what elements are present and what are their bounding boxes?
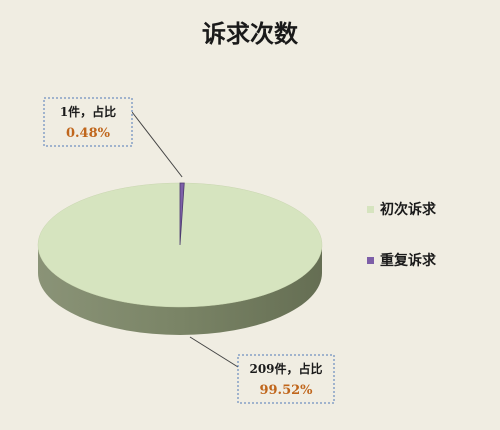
callout-count-repeat: 1件，占比 (60, 104, 116, 119)
legend: 初次诉求 重复诉求 (367, 201, 437, 269)
callout-box-first (237, 354, 335, 404)
callout-leader-repeat (131, 111, 183, 178)
slice-repeat-request[interactable] (179, 182, 185, 246)
callout-percent-repeat: 0.48% (66, 126, 111, 141)
legend-label-first: 初次诉求 (380, 201, 437, 218)
callout-box-repeat (43, 97, 133, 147)
chart-title: 诉求次数 (202, 19, 299, 48)
callout-percent-first: 99.52% (259, 383, 313, 398)
legend-swatch-first (367, 206, 374, 213)
callout-leader-first (189, 336, 239, 368)
callout-count-first: 209件，占比 (249, 361, 322, 376)
pie-side-wall (38, 245, 322, 335)
legend-label-repeat: 重复诉求 (380, 252, 437, 269)
legend-swatch-repeat (367, 257, 374, 264)
